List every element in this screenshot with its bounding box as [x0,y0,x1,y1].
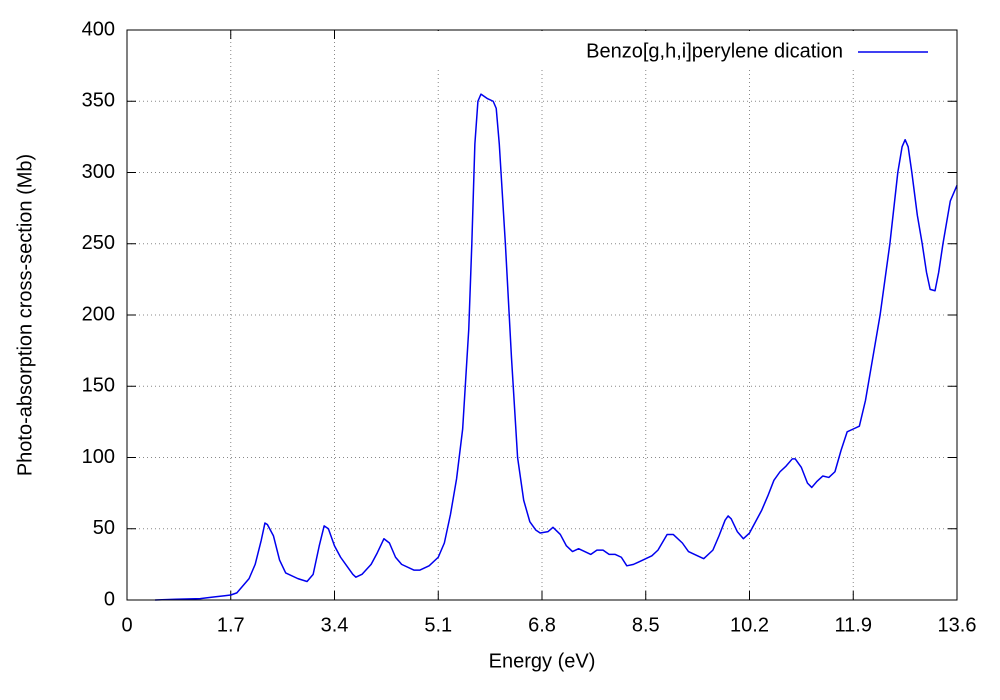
x-tick-label: 3.4 [321,614,349,636]
legend-background [420,31,956,67]
legend-label: Benzo[g,h,i]perylene dication [586,40,843,62]
x-tick-label: 13.6 [938,614,977,636]
y-tick-label: 150 [82,375,115,397]
x-tick-label: 5.1 [424,614,452,636]
y-tick-label: 200 [82,303,115,325]
x-tick-label: 8.5 [632,614,660,636]
x-tick-label: 10.2 [730,614,769,636]
y-tick-label: 50 [93,517,115,539]
data-line [155,93,958,601]
y-tick-label: 300 [82,161,115,183]
x-tick-label: 1.7 [217,614,245,636]
x-tick-label: 0 [121,614,132,636]
x-tick-label: 11.9 [835,614,872,636]
y-tick-label: 0 [104,588,115,610]
x-tick-label: 6.8 [528,614,556,636]
y-tick-label: 100 [82,446,115,468]
x-axis-label: Energy (eV) [489,650,596,672]
plot-frame [126,29,958,601]
y-axis-label: Photo-absorption cross-section (Mb) [14,154,36,476]
y-tick-label: 400 [82,18,115,40]
y-tick-label: 250 [82,232,115,254]
y-tick-label: 350 [82,90,115,112]
